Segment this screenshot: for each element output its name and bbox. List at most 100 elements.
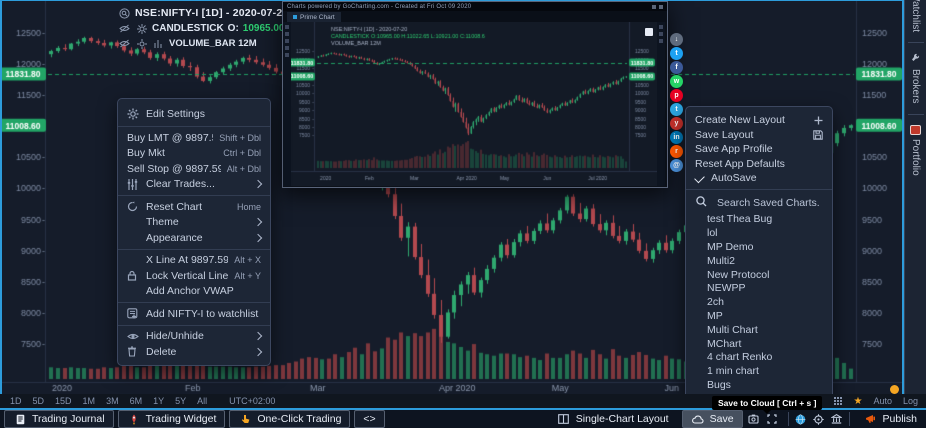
menu-item-buy-lmt[interactable]: Buy LMT @ 9897.59 Shift + Dbl (118, 130, 270, 146)
open-label: O: (227, 23, 239, 34)
facebook-share-icon[interactable]: f (670, 61, 683, 74)
trading-journal-button[interactable]: Trading Journal (4, 410, 114, 428)
download-share-icon[interactable]: ↓ (670, 33, 683, 46)
window-maximize-icon[interactable] (652, 4, 656, 9)
saved-chart-item[interactable]: 2ch (707, 296, 724, 309)
code-button[interactable]: <> (354, 410, 385, 428)
saved-chart-item[interactable]: New Protocol (707, 268, 770, 281)
sidebar-tab-portfolio[interactable]: Portfolio (910, 119, 921, 182)
sidebar-tab-brokers[interactable]: Brokers (910, 47, 921, 109)
menu-item-lock-vertical-line[interactable]: Lock Vertical Line Alt + Y (118, 268, 270, 284)
saved-chart-item[interactable]: Multi2 (707, 254, 736, 267)
mini-price-chart[interactable] (291, 22, 657, 186)
button-label: One-Click Trading (257, 413, 342, 425)
preview-tab-prime-chart[interactable]: Prime Chart (287, 12, 341, 22)
menu-item-delete[interactable]: Delete (118, 344, 270, 360)
menu-label: Edit Settings (146, 107, 205, 120)
saved-chart-item[interactable]: Bugs (707, 378, 731, 391)
hide-volume-icon[interactable] (118, 38, 131, 49)
menu-label: Appearance (146, 231, 203, 244)
series-settings-icon[interactable] (135, 23, 148, 34)
sidebar-tab-watchlist[interactable]: Watchlist (910, 0, 921, 38)
menu-item-appearance[interactable]: Appearance (118, 230, 270, 246)
menu-item-hide-unhide[interactable]: Hide/Unhide (118, 329, 270, 345)
saved-chart-item[interactable]: MP Demo (707, 240, 754, 253)
menu-item-autosave[interactable]: AutoSave (686, 171, 832, 186)
timeframe-range-5y[interactable]: 5Y (175, 396, 187, 406)
pinterest-share-icon[interactable]: p (670, 89, 683, 102)
linkedin-share-icon[interactable]: in (670, 131, 683, 144)
hide-series-icon[interactable] (118, 23, 131, 34)
menu-item-theme[interactable]: Theme (118, 215, 270, 231)
telegram-share-icon[interactable]: t (670, 103, 683, 116)
youtube-share-icon[interactable]: y (670, 117, 683, 130)
menu-label: Clear Trades... (146, 178, 215, 191)
saved-chart-item[interactable]: MP (707, 309, 723, 322)
trading-widget-button[interactable]: Trading Widget (117, 410, 226, 428)
timeframe-range-1y[interactable]: 1Y (153, 396, 165, 406)
menu-item-add-to-watchlist[interactable]: Add NIFTY-I to watchlist (118, 306, 270, 322)
floppy-icon (813, 130, 823, 140)
saved-chart-item[interactable]: MChart (707, 337, 742, 350)
timeframe-range-1d[interactable]: 1D (10, 396, 22, 406)
toolbar-separator (848, 412, 850, 426)
menu-item-save-layout[interactable]: Save Layout (686, 128, 832, 143)
menu-item-buy-mkt[interactable]: Buy Mkt Ctrl + Dbl (118, 146, 270, 162)
saved-chart-item[interactable]: test Thea Bug (707, 213, 773, 226)
auto-scale-toggle[interactable]: Auto (873, 396, 892, 406)
toolbar-right-cluster: Single-Chart Layout Save Publish (544, 410, 926, 428)
chart-preview-window[interactable]: Charts powered by GoCharting.com - Creat… (282, 1, 668, 188)
menu-item-reset-app-defaults[interactable]: Reset App Defaults (686, 157, 832, 172)
email-share-icon[interactable]: @ (670, 159, 683, 172)
menu-shortcut: Alt + X (234, 255, 261, 266)
fullscreen-icon[interactable] (765, 413, 779, 425)
volume-settings-icon[interactable] (135, 38, 148, 49)
publish-button[interactable]: Publish (855, 410, 922, 428)
saved-chart-item[interactable]: Multi Chart (707, 323, 758, 336)
timeframe-range-1m[interactable]: 1M (82, 396, 96, 406)
window-close-icon[interactable] (659, 4, 663, 9)
timeframe-range-5d[interactable]: 5D (32, 396, 45, 406)
single-chart-layout-button[interactable]: Single-Chart Layout (548, 410, 678, 428)
menu-item-edit-settings[interactable]: Edit Settings (118, 104, 270, 123)
one-click-trading-button[interactable]: One-Click Trading (229, 410, 351, 428)
watchlist-add-icon (127, 308, 142, 319)
search-icon[interactable] (118, 8, 131, 19)
notification-dot[interactable] (890, 385, 899, 394)
search-input[interactable] (715, 195, 829, 210)
rocket-icon (127, 413, 141, 425)
timeframe-range-15d[interactable]: 15D (55, 396, 72, 406)
menu-item-x-line[interactable]: X Line At 9897.59 Alt + X (118, 253, 270, 269)
whatsapp-share-icon[interactable]: w (670, 75, 683, 88)
saved-chart-item[interactable]: 1 min chart (707, 365, 759, 378)
save-button[interactable]: Save (681, 410, 743, 428)
reddit-share-icon[interactable]: r (670, 145, 683, 158)
twitter-share-icon[interactable]: t (670, 47, 683, 60)
timeframe-range-6m[interactable]: 6M (129, 396, 143, 406)
menu-item-create-new-layout[interactable]: Create New Layout (686, 113, 832, 128)
grid-icon[interactable] (834, 397, 843, 405)
saved-chart-item[interactable]: 4 chart Renko (707, 351, 773, 364)
menu-item-add-anchor-vwap[interactable]: Add Anchor VWAP (118, 284, 270, 300)
menu-label: Delete (146, 345, 177, 358)
saved-chart-item[interactable]: NEWPP (707, 282, 746, 295)
menu-item-reset-chart[interactable]: Reset Chart Home (118, 199, 270, 215)
star-icon[interactable]: ★ (853, 395, 863, 407)
screenshot-icon[interactable] (747, 413, 761, 425)
timeframe-range-all[interactable]: All (197, 396, 208, 406)
timeframe-range-3m[interactable]: 3M (106, 396, 119, 406)
menu-item-save-app-profile[interactable]: Save App Profile (686, 142, 832, 157)
menu-shortcut: Ctrl + Dbl (223, 148, 261, 159)
bank-icon[interactable] (830, 413, 844, 425)
gear-icon (127, 108, 142, 120)
target-icon[interactable] (812, 413, 826, 425)
copy-icon[interactable] (645, 28, 653, 36)
timezone-selector[interactable]: UTC+02:00 (229, 396, 276, 406)
menu-item-sell-stop[interactable]: Sell Stop @ 9897.59 Alt + Dbl (118, 161, 270, 177)
globe-icon[interactable] (794, 413, 808, 425)
saved-chart-item[interactable]: lol (707, 227, 718, 240)
menu-item-clear-trades[interactable]: Clear Trades... (118, 177, 270, 193)
menu-divider (686, 188, 832, 190)
log-scale-toggle[interactable]: Log (902, 396, 918, 406)
menu-label: X Line At 9897.59 (146, 254, 229, 267)
